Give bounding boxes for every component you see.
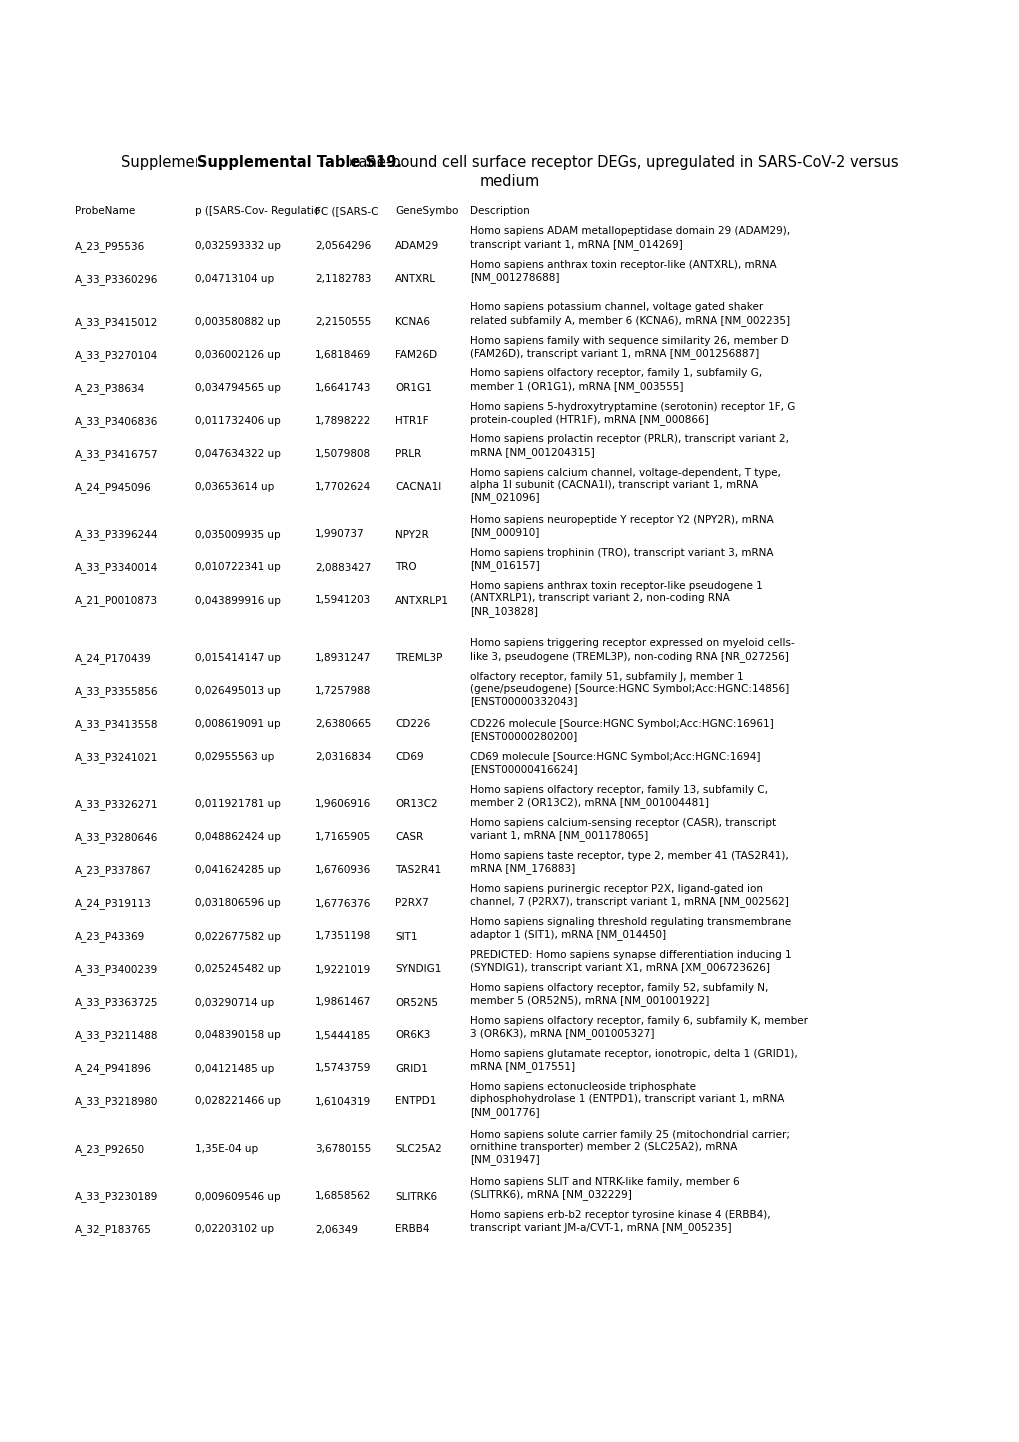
Text: Supplemental Table S19.: Supplemental Table S19.: [197, 154, 401, 170]
Text: OR13C2: OR13C2: [394, 799, 437, 809]
Text: Homo sapiens anthrax toxin receptor-like (ANTXRL), mRNA
[NM_001278688]: Homo sapiens anthrax toxin receptor-like…: [470, 260, 775, 283]
Text: Homo sapiens solute carrier family 25 (mitochondrial carrier;
ornithine transpor: Homo sapiens solute carrier family 25 (m…: [470, 1129, 790, 1165]
Text: A_21_P0010873: A_21_P0010873: [75, 596, 158, 607]
Text: KCNA6: KCNA6: [394, 317, 430, 327]
Text: P2RX7: P2RX7: [394, 898, 428, 908]
Text: A_33_P3218980: A_33_P3218980: [75, 1096, 158, 1107]
Text: 2,1182783: 2,1182783: [315, 274, 371, 284]
Text: A_24_P170439: A_24_P170439: [75, 653, 152, 663]
Text: 0,010722341 up: 0,010722341 up: [195, 562, 280, 572]
Text: 1,5444185: 1,5444185: [315, 1031, 371, 1041]
Text: CD226: CD226: [394, 720, 430, 730]
Text: Homo sapiens purinergic receptor P2X, ligand-gated ion
channel, 7 (P2RX7), trans: Homo sapiens purinergic receptor P2X, li…: [470, 884, 788, 907]
Text: 1,9606916: 1,9606916: [315, 799, 371, 809]
Text: GRID1: GRID1: [394, 1064, 427, 1073]
Text: 0,011732406 up: 0,011732406 up: [195, 415, 280, 425]
Text: 1,5941203: 1,5941203: [315, 596, 371, 606]
Text: TAS2R41: TAS2R41: [394, 865, 441, 875]
Text: A_33_P3270104: A_33_P3270104: [75, 350, 158, 360]
Text: GeneSymbo: GeneSymbo: [394, 206, 458, 216]
Text: 1,8931247: 1,8931247: [315, 653, 371, 663]
Text: 1,990737: 1,990737: [315, 529, 364, 539]
Text: Homo sapiens triggering receptor expressed on myeloid cells-
like 3, pseudogene : Homo sapiens triggering receptor express…: [470, 639, 794, 662]
Text: Homo sapiens signaling threshold regulating transmembrane
adaptor 1 (SIT1), mRNA: Homo sapiens signaling threshold regulat…: [470, 917, 791, 940]
Text: A_33_P3415012: A_33_P3415012: [75, 317, 158, 327]
Text: CD69 molecule [Source:HGNC Symbol;Acc:HGNC:1694]
[ENST00000416624]: CD69 molecule [Source:HGNC Symbol;Acc:HG…: [470, 751, 760, 774]
Text: A_33_P3340014: A_33_P3340014: [75, 562, 158, 574]
Text: 2,2150555: 2,2150555: [315, 317, 371, 327]
Text: 0,04121485 up: 0,04121485 up: [195, 1064, 274, 1073]
Text: Homo sapiens olfactory receptor, family 1, subfamily G,
member 1 (OR1G1), mRNA [: Homo sapiens olfactory receptor, family …: [470, 369, 761, 392]
Text: 0,04713104 up: 0,04713104 up: [195, 274, 274, 284]
Text: 3,6780155: 3,6780155: [315, 1144, 371, 1154]
Text: 0,028221466 up: 0,028221466 up: [195, 1096, 280, 1106]
Text: A_33_P3400239: A_33_P3400239: [75, 965, 158, 975]
Text: Homo sapiens trophinin (TRO), transcript variant 3, mRNA
[NM_016157]: Homo sapiens trophinin (TRO), transcript…: [470, 548, 772, 571]
Text: 0,015414147 up: 0,015414147 up: [195, 653, 280, 663]
Text: 1,5743759: 1,5743759: [315, 1064, 371, 1073]
Text: Homo sapiens calcium channel, voltage-dependent, T type,
alpha 1I subunit (CACNA: Homo sapiens calcium channel, voltage-de…: [470, 467, 781, 503]
Text: 1,6818469: 1,6818469: [315, 350, 371, 360]
Text: Homo sapiens ectonucleoside triphosphate
diphosphohydrolase 1 (ENTPD1), transcri: Homo sapiens ectonucleoside triphosphate…: [470, 1082, 784, 1118]
Text: A_23_P38634: A_23_P38634: [75, 384, 145, 394]
Text: A_33_P3416757: A_33_P3416757: [75, 448, 158, 460]
Text: 0,022677582 up: 0,022677582 up: [195, 932, 280, 942]
Text: Homo sapiens erb-b2 receptor tyrosine kinase 4 (ERBB4),
transcript variant JM-a/: Homo sapiens erb-b2 receptor tyrosine ki…: [470, 1210, 770, 1233]
Text: A_24_P945096: A_24_P945096: [75, 482, 152, 493]
Text: 0,03653614 up: 0,03653614 up: [195, 482, 274, 492]
Text: 2,6380665: 2,6380665: [315, 720, 371, 730]
Text: 1,7351198: 1,7351198: [315, 932, 371, 942]
Text: A_33_P3360296: A_33_P3360296: [75, 274, 158, 286]
Text: CD226 molecule [Source:HGNC Symbol;Acc:HGNC:16961]
[ENST00000280200]: CD226 molecule [Source:HGNC Symbol;Acc:H…: [470, 720, 773, 741]
Text: SYNDIG1: SYNDIG1: [394, 965, 441, 975]
Text: 1,6776376: 1,6776376: [315, 898, 371, 908]
Text: FAM26D: FAM26D: [394, 350, 437, 360]
Text: Homo sapiens potassium channel, voltage gated shaker
related subfamily A, member: Homo sapiens potassium channel, voltage …: [470, 303, 790, 326]
Text: A_23_P43369: A_23_P43369: [75, 932, 145, 943]
Text: CASR: CASR: [394, 832, 423, 842]
Text: 0,047634322 up: 0,047634322 up: [195, 448, 280, 459]
Text: ENTPD1: ENTPD1: [394, 1096, 436, 1106]
Text: olfactory receptor, family 51, subfamily J, member 1
(gene/pseudogene) [Source:H: olfactory receptor, family 51, subfamily…: [470, 672, 789, 707]
Text: 1,7257988: 1,7257988: [315, 686, 371, 696]
Text: 2,0883427: 2,0883427: [315, 562, 371, 572]
Text: 0,035009935 up: 0,035009935 up: [195, 529, 280, 539]
Text: A_33_P3230189: A_33_P3230189: [75, 1191, 158, 1203]
Text: 2,0564296: 2,0564296: [315, 241, 371, 251]
Text: OR6K3: OR6K3: [394, 1031, 430, 1041]
Text: 0,025245482 up: 0,025245482 up: [195, 965, 280, 975]
Text: A_23_P95536: A_23_P95536: [75, 241, 145, 252]
Text: A_33_P3211488: A_33_P3211488: [75, 1031, 158, 1041]
Text: Homo sapiens olfactory receptor, family 52, subfamily N,
member 5 (OR52N5), mRNA: Homo sapiens olfactory receptor, family …: [470, 983, 767, 1007]
Text: A_24_P941896: A_24_P941896: [75, 1064, 152, 1074]
Text: FC ([SARS-C: FC ([SARS-C: [315, 206, 378, 216]
Text: CACNA1I: CACNA1I: [394, 482, 441, 492]
Text: 0,031806596 up: 0,031806596 up: [195, 898, 280, 908]
Text: ADAM29: ADAM29: [394, 241, 439, 251]
Text: CD69: CD69: [394, 751, 423, 761]
Text: 0,008619091 up: 0,008619091 up: [195, 720, 280, 730]
Text: Homo sapiens glutamate receptor, ionotropic, delta 1 (GRID1),
mRNA [NM_017551]: Homo sapiens glutamate receptor, ionotro…: [470, 1048, 797, 1073]
Text: 1,9221019: 1,9221019: [315, 965, 371, 975]
Text: 1,7702624: 1,7702624: [315, 482, 371, 492]
Text: 0,02203102 up: 0,02203102 up: [195, 1224, 274, 1234]
Text: A_33_P3363725: A_33_P3363725: [75, 998, 158, 1008]
Text: Homo sapiens SLIT and NTRK-like family, member 6
(SLITRK6), mRNA [NM_032229]: Homo sapiens SLIT and NTRK-like family, …: [470, 1177, 739, 1200]
Text: Supplemental Table S19. Membrane-bound cell surface receptor DEGs, upregulated i: Supplemental Table S19. Membrane-bound c…: [121, 154, 898, 170]
Text: A_33_P3241021: A_33_P3241021: [75, 751, 158, 763]
Text: HTR1F: HTR1F: [394, 415, 428, 425]
Text: 0,043899916 up: 0,043899916 up: [195, 596, 280, 606]
Text: A_24_P319113: A_24_P319113: [75, 898, 152, 910]
Text: 0,041624285 up: 0,041624285 up: [195, 865, 280, 875]
Text: Homo sapiens 5-hydroxytryptamine (serotonin) receptor 1F, G
protein-coupled (HTR: Homo sapiens 5-hydroxytryptamine (seroto…: [470, 401, 795, 425]
Text: 1,9861467: 1,9861467: [315, 998, 371, 1008]
Text: TRO: TRO: [394, 562, 416, 572]
Text: 0,003580882 up: 0,003580882 up: [195, 317, 280, 327]
Text: A_33_P3355856: A_33_P3355856: [75, 686, 158, 696]
Text: SIT1: SIT1: [394, 932, 417, 942]
Text: NPY2R: NPY2R: [394, 529, 428, 539]
Text: Homo sapiens neuropeptide Y receptor Y2 (NPY2R), mRNA
[NM_000910]: Homo sapiens neuropeptide Y receptor Y2 …: [470, 515, 773, 538]
Text: 0,032593332 up: 0,032593332 up: [195, 241, 280, 251]
Text: A_23_P92650: A_23_P92650: [75, 1144, 145, 1155]
Text: PREDICTED: Homo sapiens synapse differentiation inducing 1
(SYNDIG1), transcript: PREDICTED: Homo sapiens synapse differen…: [470, 950, 791, 973]
